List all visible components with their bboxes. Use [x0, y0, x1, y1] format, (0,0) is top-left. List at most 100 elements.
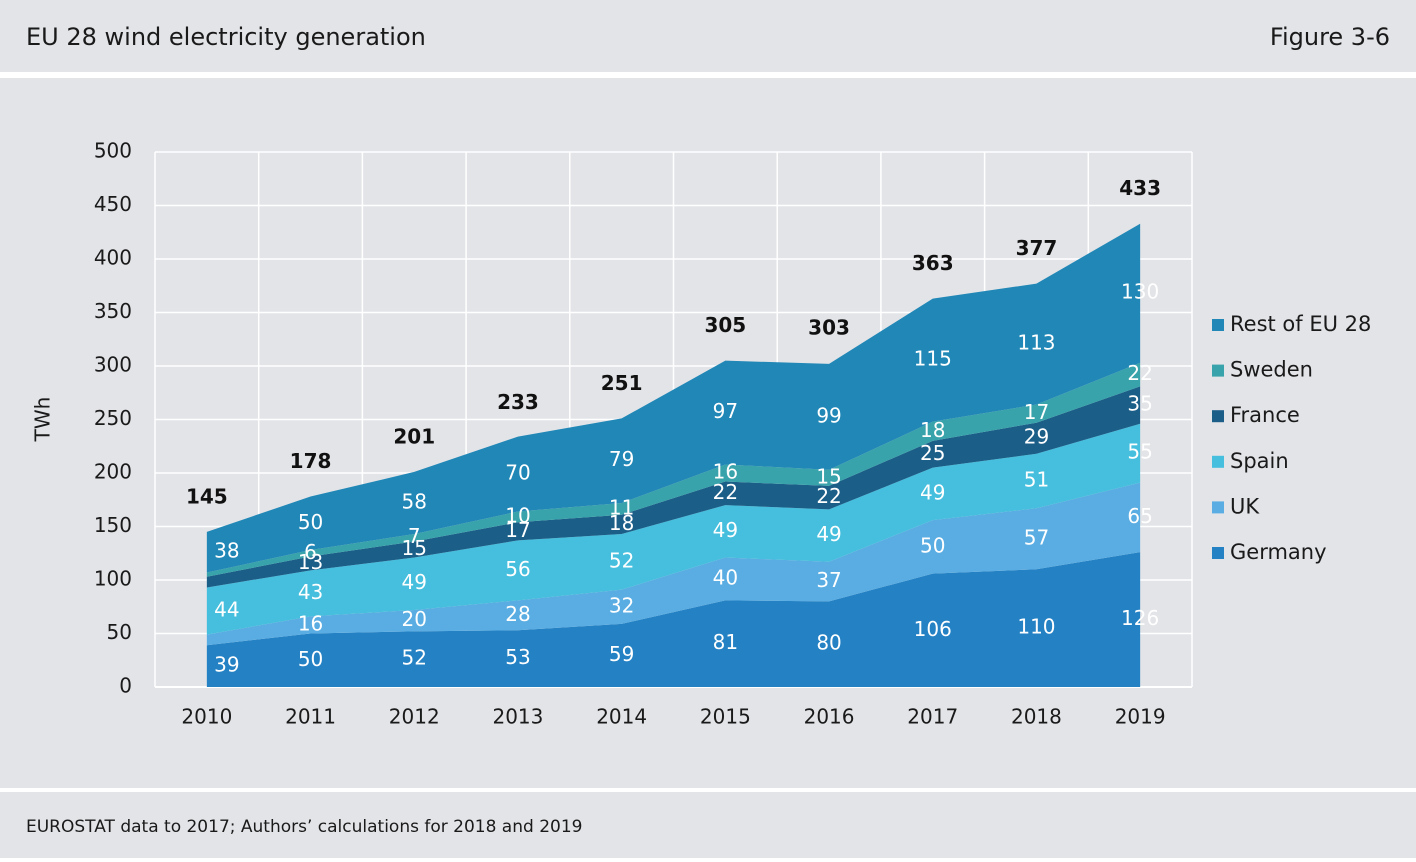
- y-tick-label: 350: [94, 299, 132, 323]
- value-label: 15: [402, 536, 427, 560]
- value-label: 57: [1024, 525, 1049, 549]
- value-label: 81: [713, 630, 738, 654]
- value-label: 39: [214, 653, 239, 677]
- y-tick-label: 400: [94, 246, 132, 270]
- value-label: 59: [609, 642, 634, 666]
- value-label: 50: [298, 510, 323, 534]
- header-band: [0, 0, 1416, 72]
- y-tick-label: 50: [107, 620, 132, 644]
- total-label: 305: [704, 313, 746, 337]
- value-label: 17: [505, 518, 530, 542]
- legend-label: Rest of EU 28: [1230, 312, 1371, 336]
- value-label: 53: [505, 645, 530, 669]
- y-tick-label: 300: [94, 353, 132, 377]
- value-label: 18: [920, 418, 945, 442]
- figure-number: Figure 3-6: [1270, 23, 1390, 51]
- value-label: 18: [609, 511, 634, 535]
- value-label: 70: [505, 461, 530, 485]
- y-tick-label: 500: [94, 139, 132, 163]
- area: [206, 386, 1141, 588]
- value-label: 40: [713, 565, 738, 589]
- value-label: 51: [1024, 468, 1049, 492]
- value-label: 110: [1017, 615, 1055, 639]
- value-label: 11: [609, 495, 634, 519]
- area: [206, 552, 1141, 687]
- legend-label: Spain: [1230, 449, 1289, 473]
- value-label: 10: [505, 503, 530, 527]
- x-tick-label: 2010: [181, 705, 232, 729]
- value-label: 52: [402, 646, 427, 670]
- value-label: 29: [1024, 425, 1049, 449]
- x-tick-label: 2016: [804, 705, 855, 729]
- value-label: 65: [1127, 504, 1152, 528]
- y-tick-label: 200: [94, 460, 132, 484]
- value-label: 49: [713, 518, 738, 542]
- value-label: 55: [1127, 440, 1152, 464]
- value-label: 28: [505, 602, 530, 626]
- value-label: 56: [505, 557, 530, 581]
- value-label: 13: [298, 550, 323, 574]
- total-label: 303: [808, 315, 850, 339]
- legend-swatch: [1212, 455, 1224, 468]
- total-label: 377: [1016, 236, 1058, 260]
- x-tick-label: 2018: [1011, 705, 1062, 729]
- area: [206, 362, 1141, 577]
- x-tick-label: 2013: [492, 705, 543, 729]
- value-label: 6: [304, 540, 317, 564]
- value-label: 43: [298, 580, 323, 604]
- area: [206, 482, 1141, 646]
- value-label: 52: [609, 548, 634, 572]
- value-label: 115: [914, 347, 952, 371]
- value-label: 80: [816, 631, 841, 655]
- value-label: 130: [1121, 280, 1159, 304]
- y-tick-label: 150: [94, 513, 132, 537]
- area: [206, 223, 1141, 573]
- legend-swatch: [1212, 364, 1224, 377]
- value-label: 20: [402, 607, 427, 631]
- total-label: 145: [186, 484, 228, 508]
- value-label: 99: [816, 403, 841, 427]
- value-label: 50: [298, 647, 323, 671]
- value-label: 38: [214, 539, 239, 563]
- value-label: 49: [402, 570, 427, 594]
- footer-band: [0, 792, 1416, 858]
- total-label: 178: [290, 449, 332, 473]
- value-label: 25: [920, 441, 945, 465]
- value-label: 16: [298, 611, 323, 635]
- value-label: 37: [816, 568, 841, 592]
- value-label: 97: [713, 399, 738, 423]
- legend-label: Germany: [1230, 540, 1327, 564]
- value-label: 58: [402, 489, 427, 513]
- total-label: 201: [393, 424, 435, 448]
- legend-label: France: [1230, 403, 1300, 427]
- total-label: 233: [497, 390, 539, 414]
- legend-swatch: [1212, 319, 1224, 331]
- value-label: 17: [1024, 400, 1049, 424]
- total-label: 363: [912, 251, 954, 275]
- legend-label: UK: [1230, 494, 1260, 518]
- value-label: 44: [214, 598, 239, 622]
- value-label: 22: [1127, 361, 1152, 385]
- y-axis-label: TWh: [31, 397, 55, 443]
- legend-swatch: [1212, 410, 1224, 423]
- value-label: 22: [713, 480, 738, 504]
- y-tick-label: 250: [94, 406, 132, 430]
- x-tick-label: 2019: [1115, 705, 1166, 729]
- area: [206, 423, 1141, 635]
- title: EU 28 wind electricity generation: [26, 23, 426, 51]
- value-label: 35: [1127, 392, 1152, 416]
- value-label: 22: [816, 484, 841, 508]
- legend-swatch: [1212, 501, 1224, 514]
- value-label: 32: [609, 593, 634, 617]
- y-tick-label: 0: [119, 674, 132, 698]
- value-label: 106: [914, 617, 952, 641]
- value-label: 113: [1017, 331, 1055, 355]
- value-label: 126: [1121, 606, 1159, 630]
- legend-label: Sweden: [1230, 358, 1313, 382]
- value-label: 50: [920, 533, 945, 557]
- value-label: 15: [816, 464, 841, 488]
- total-label: 251: [601, 371, 643, 395]
- value-label: 79: [609, 447, 634, 471]
- x-tick-label: 2012: [389, 705, 440, 729]
